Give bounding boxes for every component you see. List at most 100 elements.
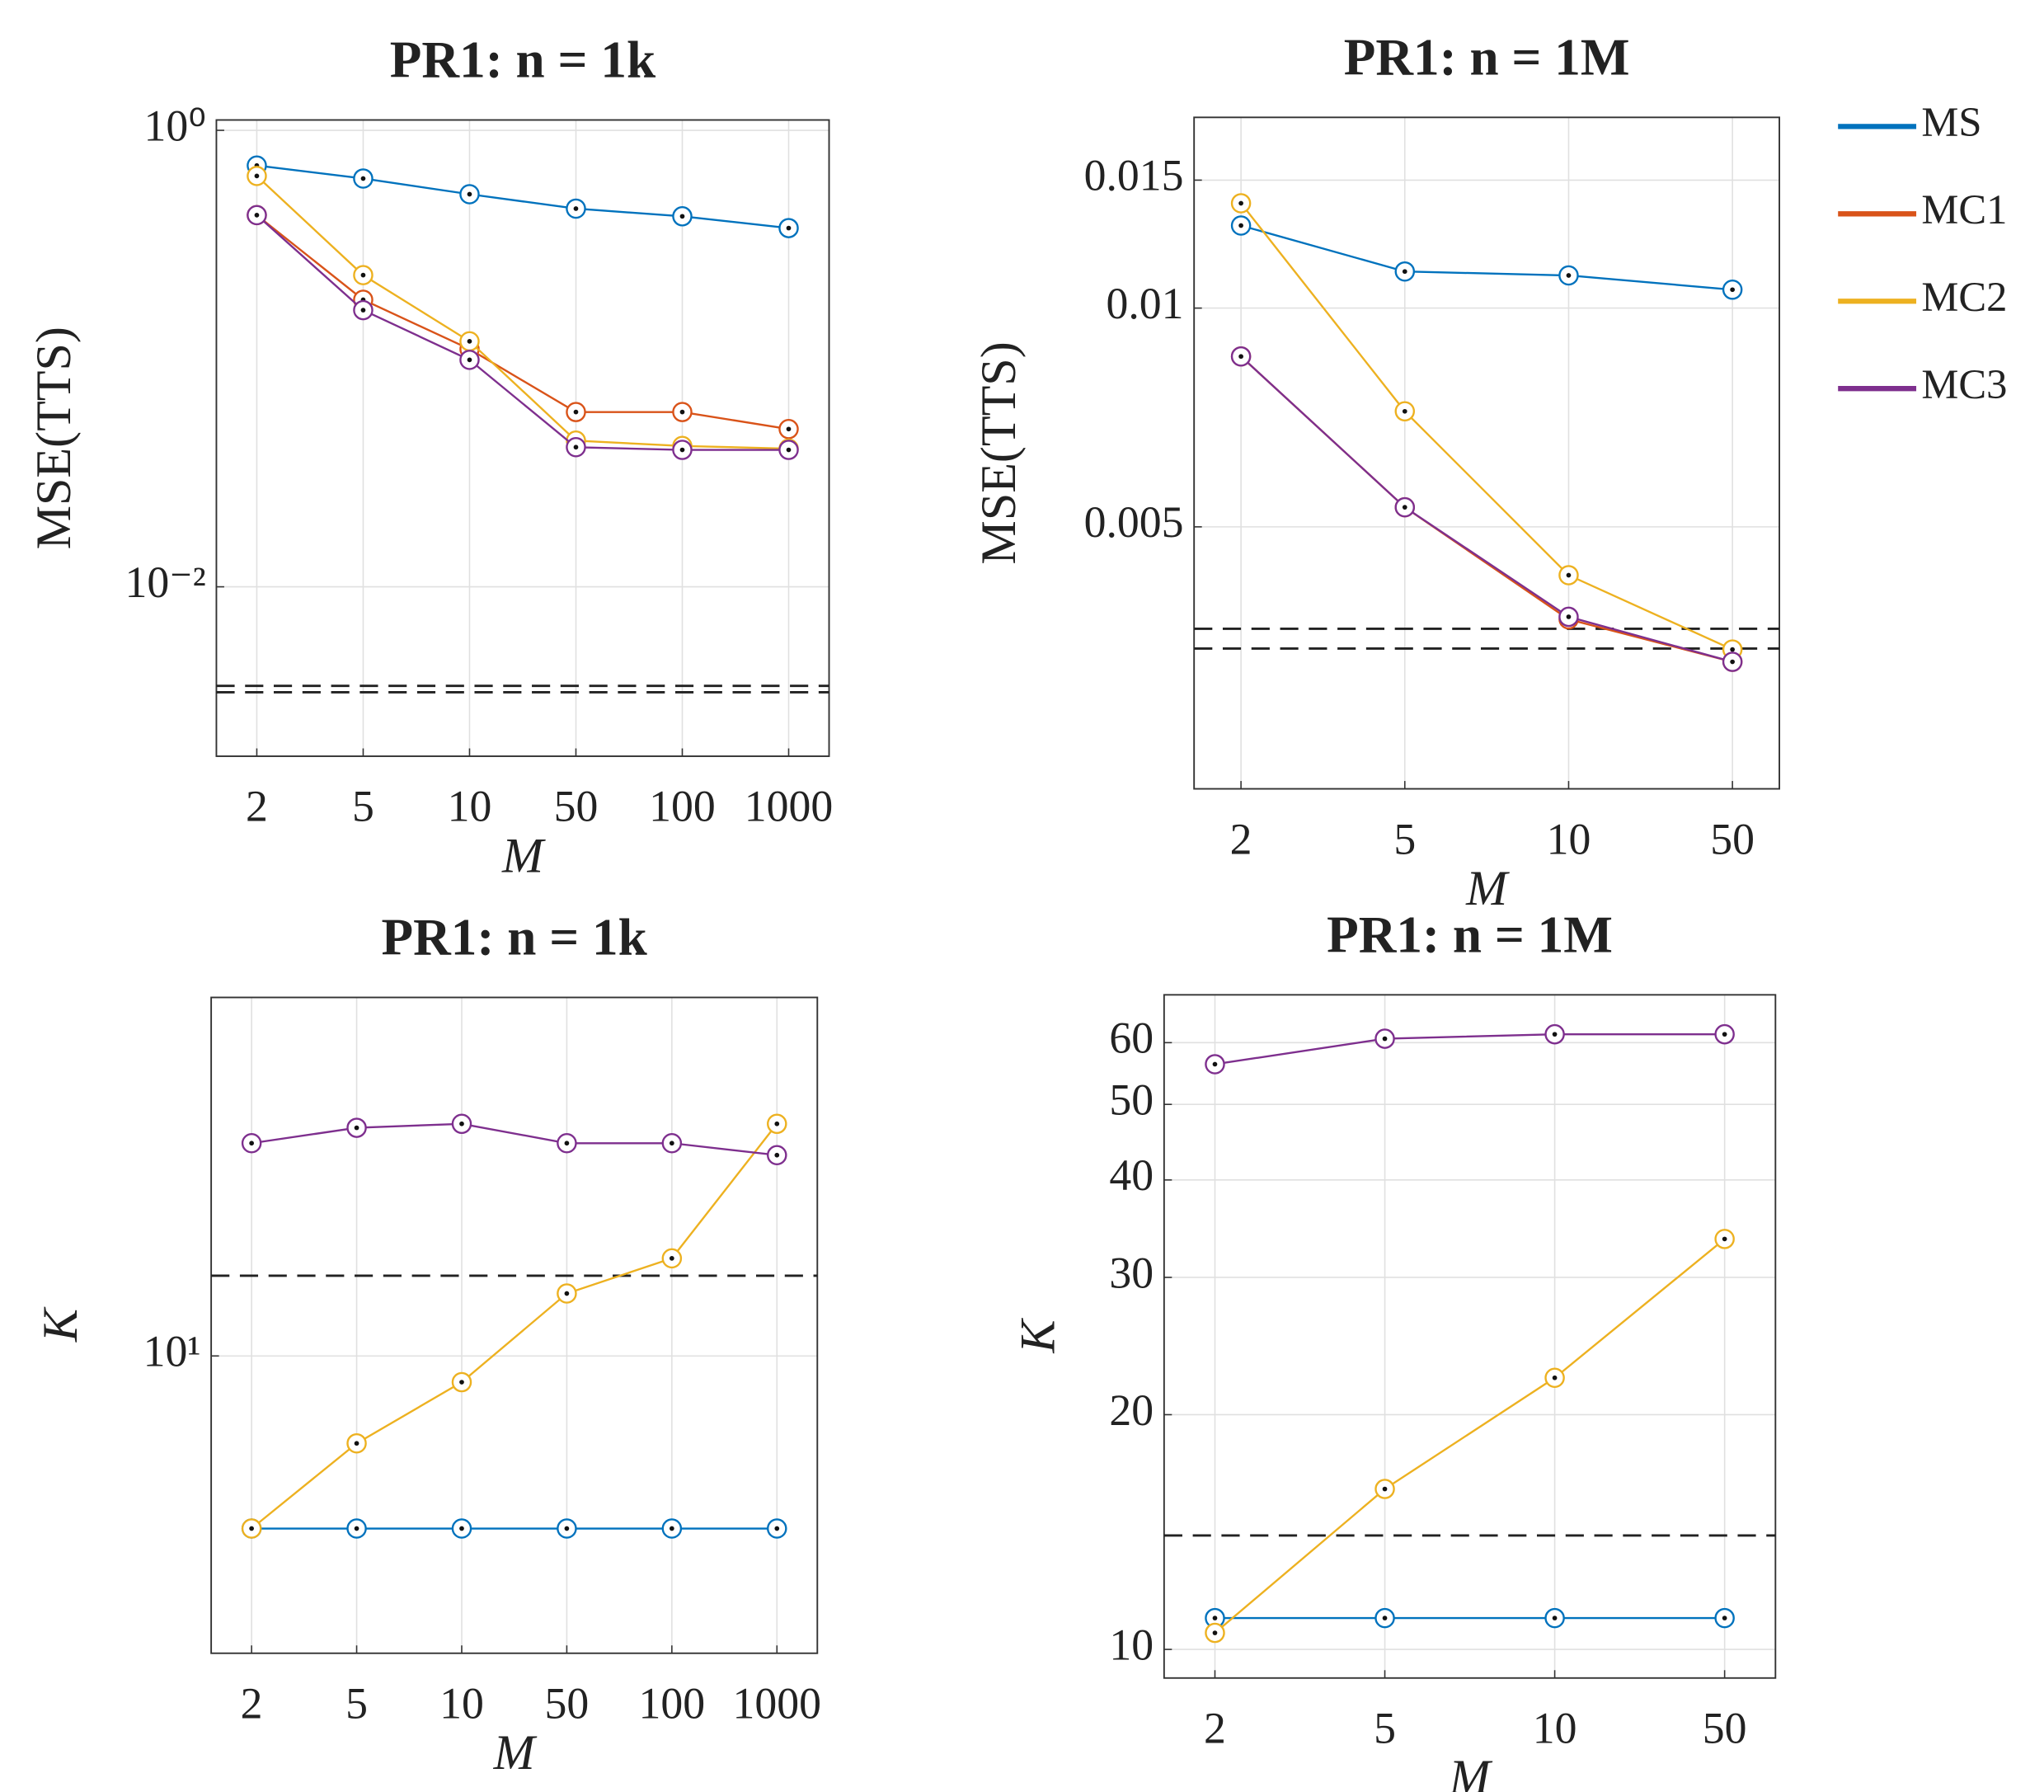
median-dot [774, 1121, 780, 1126]
median-dot [467, 357, 472, 363]
median-dot [1730, 287, 1735, 293]
median-dot [1238, 200, 1243, 206]
x-tick-label: 2 [1204, 1704, 1226, 1753]
y-tick-label: 50 [1109, 1075, 1154, 1125]
x-tick-label: 50 [545, 1678, 590, 1728]
median-dot [1730, 659, 1735, 665]
median-dot [564, 1141, 570, 1146]
subplot-title: PR1: n = 1k [390, 31, 656, 89]
median-dot [1722, 1236, 1727, 1242]
median-dot [1566, 572, 1572, 578]
series-line [1215, 1033, 1725, 1065]
x-axis-label: M [501, 827, 546, 882]
median-dot [1238, 223, 1243, 228]
median-dot [1382, 1486, 1388, 1492]
median-dot [564, 1526, 570, 1531]
median-dot [360, 176, 366, 181]
series-line [256, 175, 789, 450]
median-dot [1402, 505, 1407, 510]
median-dot [254, 173, 260, 179]
y-axis-label: MSE(TTS) [970, 341, 1026, 564]
x-tick-label: 1000 [745, 782, 834, 831]
median-dot [1566, 273, 1572, 278]
median-dot [459, 1526, 464, 1531]
median-dot [354, 1125, 359, 1131]
plot-frame [1193, 116, 1781, 790]
median-dot [254, 213, 260, 218]
legend-label: MC1 [1921, 186, 2007, 233]
x-tick-label: 10 [1533, 1704, 1577, 1753]
subplot-title: PR1: n = 1k [382, 909, 648, 967]
median-dot [360, 308, 366, 313]
median-dot [774, 1526, 780, 1531]
y-axis-label: MSE(TTS) [26, 327, 81, 549]
x-tick-label: 100 [649, 782, 716, 831]
x-tick-label: 100 [639, 1678, 706, 1728]
median-dot [786, 225, 792, 231]
plot-frame [215, 119, 830, 757]
series-line [256, 164, 789, 229]
series-line [256, 214, 789, 430]
plot-frame [210, 996, 819, 1654]
median-dot [786, 447, 792, 453]
plot-frame [1163, 994, 1777, 1679]
median-dot [1730, 647, 1735, 652]
legend-label: MS [1921, 99, 1981, 145]
median-dot [467, 191, 472, 197]
median-dot [1722, 1616, 1727, 1620]
y-tick-label: 60 [1109, 1014, 1154, 1063]
plot-area [216, 120, 829, 757]
subplot: 2 5 10 50 100 1000 10⁻² 10⁰ PR1: n = 1k M MSE(TTS) [26, 31, 833, 883]
median-dot [1722, 1032, 1727, 1037]
legend-label: MC2 [1921, 274, 2007, 320]
y-axis-label: K [1010, 1318, 1065, 1354]
median-dot [1402, 408, 1407, 414]
x-tick-label: 50 [554, 782, 599, 831]
x-tick-label: 2 [1230, 814, 1252, 863]
median-dot [354, 1441, 359, 1446]
median-dot [669, 1141, 674, 1146]
subplot-title: PR1: n = 1M [1327, 905, 1613, 963]
x-tick-label: 2 [241, 1678, 263, 1728]
median-dot [354, 1526, 359, 1531]
median-dot [459, 1380, 464, 1385]
plot-area [1194, 117, 1780, 789]
y-tick-label: 40 [1109, 1150, 1154, 1200]
median-dot [1552, 1032, 1558, 1037]
x-tick-label: 2 [246, 782, 268, 831]
x-axis-label: M [493, 1724, 538, 1780]
median-dot [669, 1526, 674, 1531]
median-dot [573, 206, 579, 211]
median-dot [1402, 269, 1407, 275]
series-line [256, 214, 789, 451]
median-dot [1212, 1616, 1218, 1620]
median-dot [249, 1526, 254, 1531]
y-tick-label: 0.005 [1084, 497, 1184, 547]
x-axis-label: M [1465, 860, 1510, 915]
median-dot [669, 1256, 674, 1261]
plot-area [1163, 995, 1776, 1678]
median-dot [1238, 354, 1243, 360]
x-tick-label: 5 [1374, 1704, 1396, 1753]
y-tick-label: 10⁰ [143, 101, 205, 150]
y-tick-label: 0.01 [1106, 279, 1183, 328]
median-dot [459, 1121, 464, 1126]
median-dot [360, 272, 366, 278]
x-tick-label: 50 [1703, 1704, 1747, 1753]
series-line [1214, 1238, 1726, 1634]
x-tick-label: 5 [345, 1678, 368, 1728]
x-axis-label: M [1449, 1749, 1493, 1792]
series-line [1240, 224, 1733, 291]
median-dot [564, 1291, 570, 1296]
x-tick-label: 5 [352, 782, 374, 831]
median-dot [786, 426, 792, 432]
subplot: 2 5 10 50 100 1000 10¹ PR1: n = 1k M K [32, 909, 821, 1780]
median-dot [679, 447, 685, 453]
series-line [251, 1122, 778, 1156]
series-line [251, 1123, 778, 1530]
x-tick-label: 10 [448, 782, 492, 831]
median-dot [573, 444, 579, 450]
y-tick-label: 10⁻² [125, 557, 206, 607]
y-tick-label: 30 [1109, 1248, 1154, 1297]
